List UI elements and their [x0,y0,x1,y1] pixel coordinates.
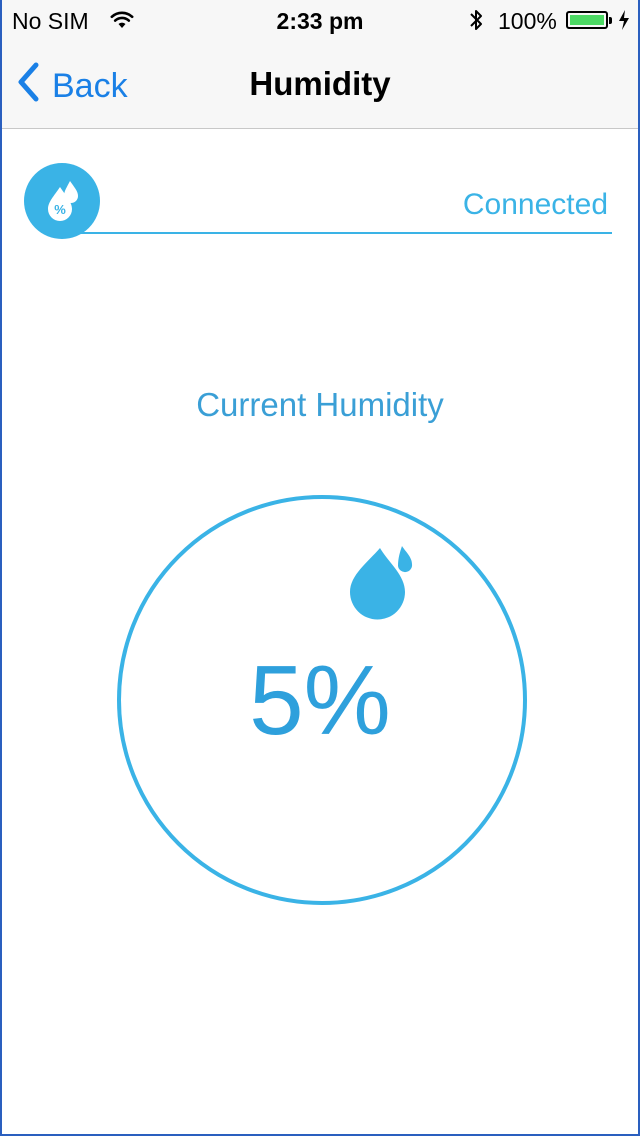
bluetooth-icon [468,8,484,38]
battery-icon [566,11,612,29]
carrier-label: No SIM [12,8,89,34]
reading-heading: Current Humidity [196,386,444,423]
page-title: Humidity [249,65,391,102]
battery-percent: 100% [498,8,557,34]
water-drops-icon [346,540,416,625]
charging-icon [618,9,630,37]
device-row: % Connected [24,160,612,239]
clock: 2:33 pm [276,8,364,34]
battery-level-fill [570,15,604,25]
back-label: Back [52,67,128,105]
navigation-bar: Back Humidity [2,40,638,128]
back-button[interactable]: Back [16,62,128,111]
top-bar: No SIM 2:33 pm 100% [2,0,638,129]
svg-text:%: % [54,202,66,217]
wifi-icon [110,9,134,36]
humidity-gauge-circle [116,494,528,906]
battery-nub [609,17,612,24]
humidity-value: 5% [249,645,391,755]
humidity-percent-icon: % [24,163,100,239]
status-bar: No SIM 2:33 pm 100% [2,0,638,40]
connection-status: Connected [462,188,608,221]
chevron-left-icon [16,62,52,111]
device-row-underline [80,232,612,234]
